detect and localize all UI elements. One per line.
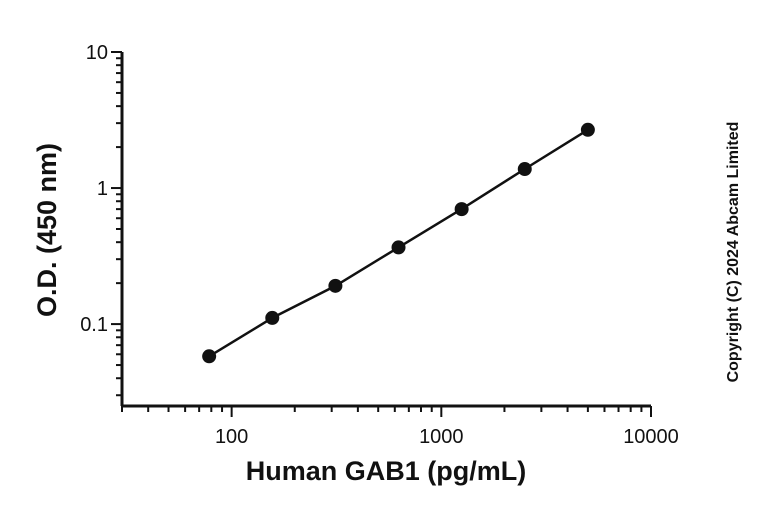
data-point (202, 349, 217, 364)
data-point (580, 122, 595, 137)
y-axis-major-ticks (111, 51, 122, 326)
data-point (391, 240, 406, 255)
series-points (202, 122, 595, 364)
data-point (328, 278, 343, 293)
data-point (517, 162, 532, 177)
x-tick-label: 1000 (419, 426, 464, 448)
copyright-notice: Copyright (C) 2024 Abcam Limited (725, 122, 742, 383)
data-point (454, 202, 469, 217)
y-axis-title: O.D. (450 nm) (32, 143, 62, 317)
x-axis-major-ticks (230, 406, 652, 417)
data-point (265, 310, 280, 325)
x-tick-label: 10000 (623, 426, 679, 448)
x-tick-label: 100 (215, 426, 248, 448)
y-tick-label: 1 (97, 178, 108, 200)
x-axis-tick-labels: 100 1000 10000 (215, 426, 679, 448)
y-axis-tick-labels: 0.1 1 10 (80, 42, 108, 336)
y-tick-label: 0.1 (80, 314, 108, 336)
x-axis-title: Human GAB1 (pg/mL) (246, 456, 527, 486)
y-tick-label: 10 (86, 42, 108, 64)
